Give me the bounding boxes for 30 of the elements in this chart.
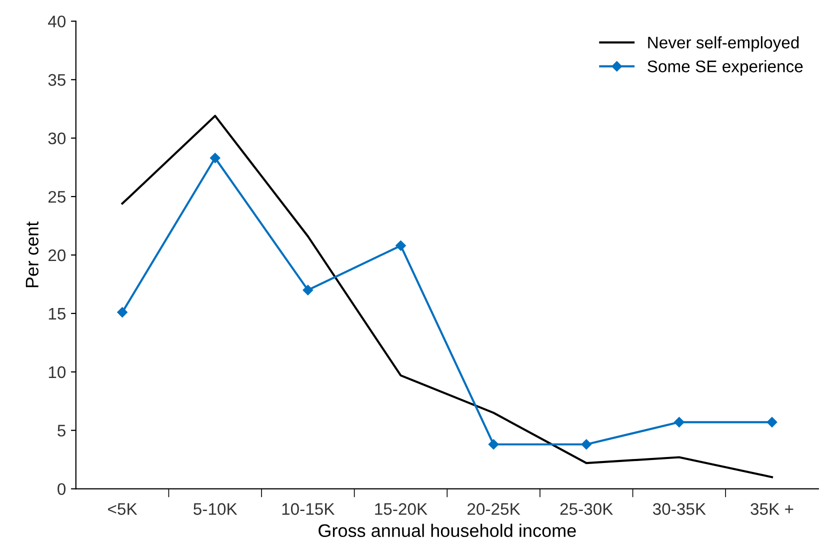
- y-tick-label: 0: [58, 483, 66, 496]
- x-tick-label: 25-30K: [560, 503, 614, 515]
- y-tick-label: 5: [58, 424, 66, 437]
- x-tick-label: <5K: [108, 503, 138, 515]
- y-tick-label: 30: [48, 132, 66, 144]
- x-tick-label: 15-20K: [375, 503, 428, 515]
- point: [210, 152, 220, 164]
- y-tick-label: 15: [48, 308, 66, 320]
- x-tick-label: 35K +: [750, 503, 794, 515]
- legend-label: Some SE experience: [648, 60, 803, 76]
- y-axis-title: Per cent: [26, 222, 39, 288]
- x-tick-label: 10-15K: [282, 503, 335, 515]
- x-tick-label: 5-10K: [194, 503, 238, 515]
- x-tick-label: 30-35K: [652, 503, 706, 515]
- legend-label: Never self-employed: [648, 36, 799, 52]
- point: [766, 417, 778, 428]
- y-tick-label: 40: [48, 16, 66, 28]
- line-series: [121, 114, 774, 478]
- point: [396, 240, 406, 251]
- y-tick-label: 20: [48, 249, 66, 262]
- point: [488, 439, 499, 450]
- point: [674, 417, 684, 428]
- point: [302, 284, 314, 296]
- y-tick-label: 35: [48, 74, 66, 86]
- x-axis-title: Gross annual household income: [318, 524, 576, 538]
- point: [581, 439, 592, 450]
- x-tick-label: 20-25K: [468, 503, 520, 515]
- point: [117, 307, 128, 318]
- y-tick-label: 25: [48, 190, 66, 203]
- y-tick-label: 10: [48, 366, 66, 378]
